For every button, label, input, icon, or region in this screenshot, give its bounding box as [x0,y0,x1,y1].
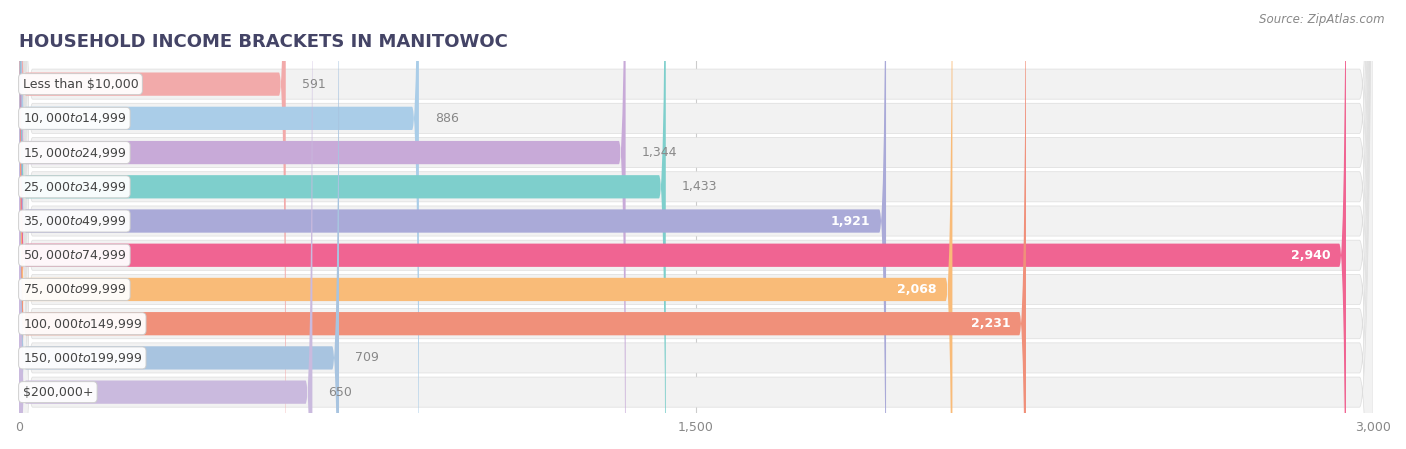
FancyBboxPatch shape [20,0,312,449]
FancyBboxPatch shape [20,0,285,449]
Text: $25,000 to $34,999: $25,000 to $34,999 [22,180,127,194]
FancyBboxPatch shape [20,0,1374,449]
Text: 2,940: 2,940 [1291,249,1330,262]
FancyBboxPatch shape [20,0,1374,449]
Text: $150,000 to $199,999: $150,000 to $199,999 [22,351,142,365]
FancyBboxPatch shape [20,0,1374,449]
Text: HOUSEHOLD INCOME BRACKETS IN MANITOWOC: HOUSEHOLD INCOME BRACKETS IN MANITOWOC [20,33,508,51]
FancyBboxPatch shape [20,0,1374,449]
Text: 886: 886 [434,112,458,125]
Text: $75,000 to $99,999: $75,000 to $99,999 [22,282,127,296]
Text: $10,000 to $14,999: $10,000 to $14,999 [22,111,127,125]
FancyBboxPatch shape [20,0,1374,449]
Text: $15,000 to $24,999: $15,000 to $24,999 [22,145,127,159]
FancyBboxPatch shape [20,0,886,449]
Text: 650: 650 [328,386,352,399]
FancyBboxPatch shape [20,0,952,449]
Text: 1,433: 1,433 [682,180,717,193]
Text: 591: 591 [301,78,325,91]
Text: 1,344: 1,344 [641,146,676,159]
FancyBboxPatch shape [20,0,1374,449]
FancyBboxPatch shape [20,0,666,449]
Text: Source: ZipAtlas.com: Source: ZipAtlas.com [1260,13,1385,26]
FancyBboxPatch shape [20,0,1374,449]
Text: 2,068: 2,068 [897,283,936,296]
Text: $35,000 to $49,999: $35,000 to $49,999 [22,214,127,228]
FancyBboxPatch shape [20,0,1374,449]
FancyBboxPatch shape [20,0,626,449]
FancyBboxPatch shape [20,0,1346,449]
Text: 709: 709 [354,352,378,365]
FancyBboxPatch shape [20,0,1374,449]
FancyBboxPatch shape [20,0,419,449]
Text: $50,000 to $74,999: $50,000 to $74,999 [22,248,127,262]
Text: Less than $10,000: Less than $10,000 [22,78,138,91]
FancyBboxPatch shape [20,0,1026,449]
Text: 1,921: 1,921 [831,215,870,228]
FancyBboxPatch shape [20,0,1374,449]
Text: 2,231: 2,231 [970,317,1010,330]
Text: $100,000 to $149,999: $100,000 to $149,999 [22,317,142,330]
FancyBboxPatch shape [20,0,339,449]
Text: $200,000+: $200,000+ [22,386,93,399]
